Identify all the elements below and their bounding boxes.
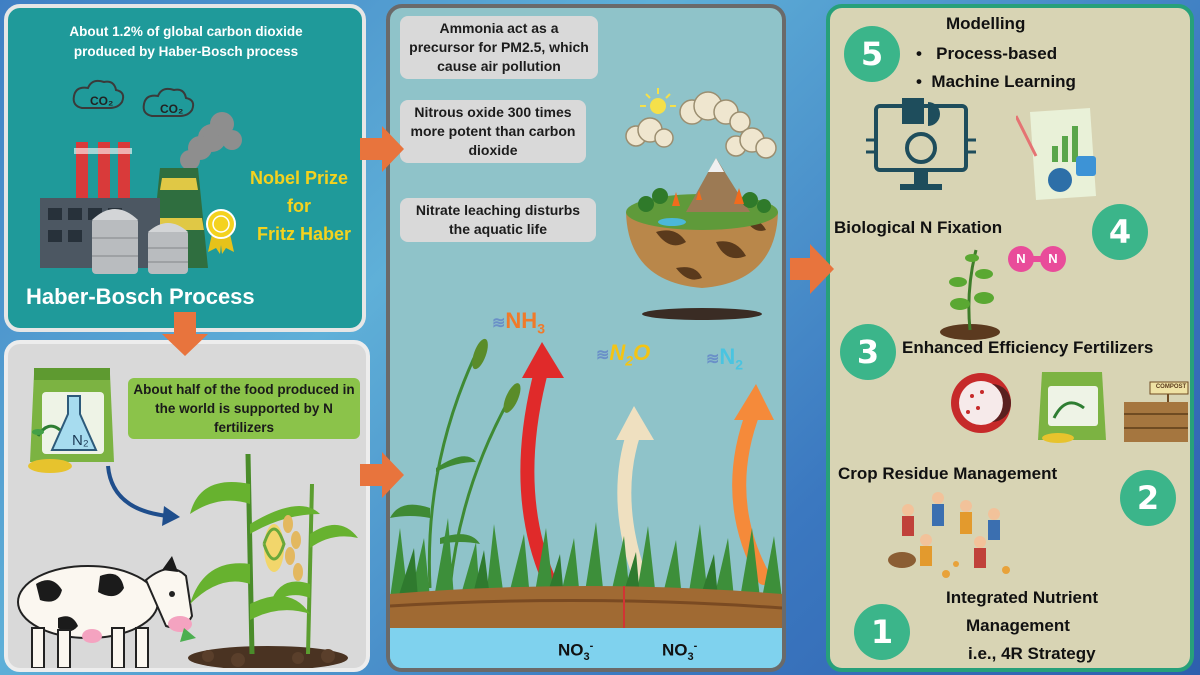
modelling-item-ml: • Machine Learning — [916, 72, 1076, 91]
nh3-label: ≋NH3 — [492, 308, 545, 337]
legume-plant-icon — [940, 249, 1000, 340]
inm-line-1: Integrated Nutrient — [946, 588, 1099, 607]
wind-icon: ≋ — [492, 315, 506, 332]
haber-title: Haber-Bosch Process — [26, 284, 255, 309]
strategy-number-3: 3 — [840, 324, 896, 380]
wind-icon: ≋ — [706, 351, 720, 368]
ammonia-fact: Ammonia act as a precursor for PM2.5, wh… — [400, 16, 598, 79]
co2-cloud-label-2: CO₂ — [160, 102, 184, 116]
nobel-line-2: for — [287, 196, 311, 216]
floating-earth-illustration — [625, 88, 778, 320]
flow-arrow-fertilizer-to-impacts — [360, 452, 404, 498]
factory-illustration — [40, 79, 242, 274]
inm-line-3: i.e., 4R Strategy — [968, 644, 1096, 663]
compost-sign-label: COMPOST — [1155, 384, 1187, 390]
medal-icon — [206, 209, 236, 254]
fertilizer-bag-icon — [28, 368, 114, 473]
haber-bosch-panel: About 1.2% of global carbon dioxide prod… — [4, 4, 366, 332]
strategy-number-5: 5 — [844, 26, 900, 82]
corn-plant-illustration — [188, 453, 358, 668]
inm-line-2: Management — [966, 616, 1070, 635]
strategy-number-4: 4 — [1092, 204, 1148, 260]
flow-arrow-haber-to-impacts — [360, 126, 404, 172]
haber-fact: About 1.2% of global carbon dioxide prod… — [69, 24, 303, 59]
mitigation-strategies-panel: 5 Modelling • Process-based • Machine Le… — [826, 4, 1194, 672]
nobel-line-3: Fritz Haber — [256, 224, 352, 244]
emission-arrows-scene — [390, 338, 782, 668]
nobel-line-1: Nobel Prize — [249, 168, 349, 188]
strategy-number-1: 1 — [854, 604, 910, 660]
nitrate-label-1: NO3- — [558, 640, 594, 664]
crop-residue-management-title: Crop Residue Management — [838, 464, 1058, 483]
blue-curved-arrow — [106, 465, 180, 526]
strategy-number-2: 2 — [1120, 470, 1176, 526]
flow-arrow-impacts-to-strategies — [790, 244, 834, 294]
n2o-label: ≋N2O — [596, 340, 651, 369]
nitrous-oxide-fact: Nitrous oxide 300 times more potent than… — [400, 100, 586, 163]
modelling-item-process: • Process-based — [916, 44, 1058, 63]
biological-n-fixation-title: Biological N Fixation — [834, 218, 1003, 237]
environmental-impacts-panel: Ammonia act as a precursor for PM2.5, wh… — [386, 4, 786, 672]
computer-settings-icon — [866, 98, 976, 190]
bag-n2-label: N₂ — [72, 432, 89, 449]
nitrate-leaching-fact: Nitrate leaching disturbs the aquatic li… — [400, 198, 596, 242]
n2-label: ≋N2 — [706, 344, 744, 373]
flow-arrow-haber-to-fertilizer — [162, 312, 208, 356]
analytics-chart-icon — [1016, 108, 1096, 200]
wind-icon: ≋ — [596, 347, 610, 364]
cow-illustration — [17, 556, 196, 668]
compost-box-icon — [1124, 381, 1189, 442]
fertilizer-fact: About half of the food produced in the w… — [128, 378, 360, 439]
nitrate-label-2: NO3- — [662, 640, 698, 664]
fertilizer-food-panel: N₂ About half of the food produced in th… — [4, 340, 370, 672]
n2-molecule-icon: N N — [1008, 246, 1068, 272]
coated-granule-icon — [951, 373, 1011, 433]
co2-cloud-label-1: CO₂ — [90, 94, 114, 108]
fertilizer-bag-small-icon — [1038, 372, 1106, 443]
modelling-title: Modelling — [946, 14, 1026, 33]
farm-workers-illustration — [888, 492, 1010, 578]
enhanced-efficiency-fertilizers-title: Enhanced Efficiency Fertilizers — [902, 338, 1154, 357]
